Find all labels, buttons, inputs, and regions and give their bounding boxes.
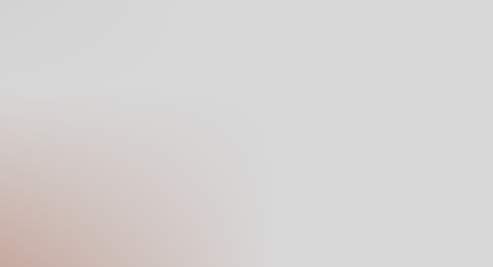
Text: .: .	[235, 105, 240, 120]
Text: A.: A.	[86, 72, 101, 87]
Text: before both: before both	[104, 72, 194, 87]
Text: interphase: interphase	[194, 72, 273, 87]
Text: During the cell cycle, the cell replicates DNA. This step occurs: During the cell cycle, the cell replicat…	[72, 42, 487, 55]
Text: and mitosis.: and mitosis.	[273, 72, 367, 87]
Text: B.: B.	[86, 105, 101, 120]
Text: after mitosis.: after mitosis.	[104, 146, 201, 161]
Text: interphase: interphase	[156, 105, 235, 120]
Text: C.: C.	[86, 146, 102, 161]
Text: during: during	[104, 105, 156, 120]
Text: between interphase and mitosis.: between interphase and mitosis.	[104, 186, 345, 201]
Text: D.: D.	[86, 186, 103, 201]
